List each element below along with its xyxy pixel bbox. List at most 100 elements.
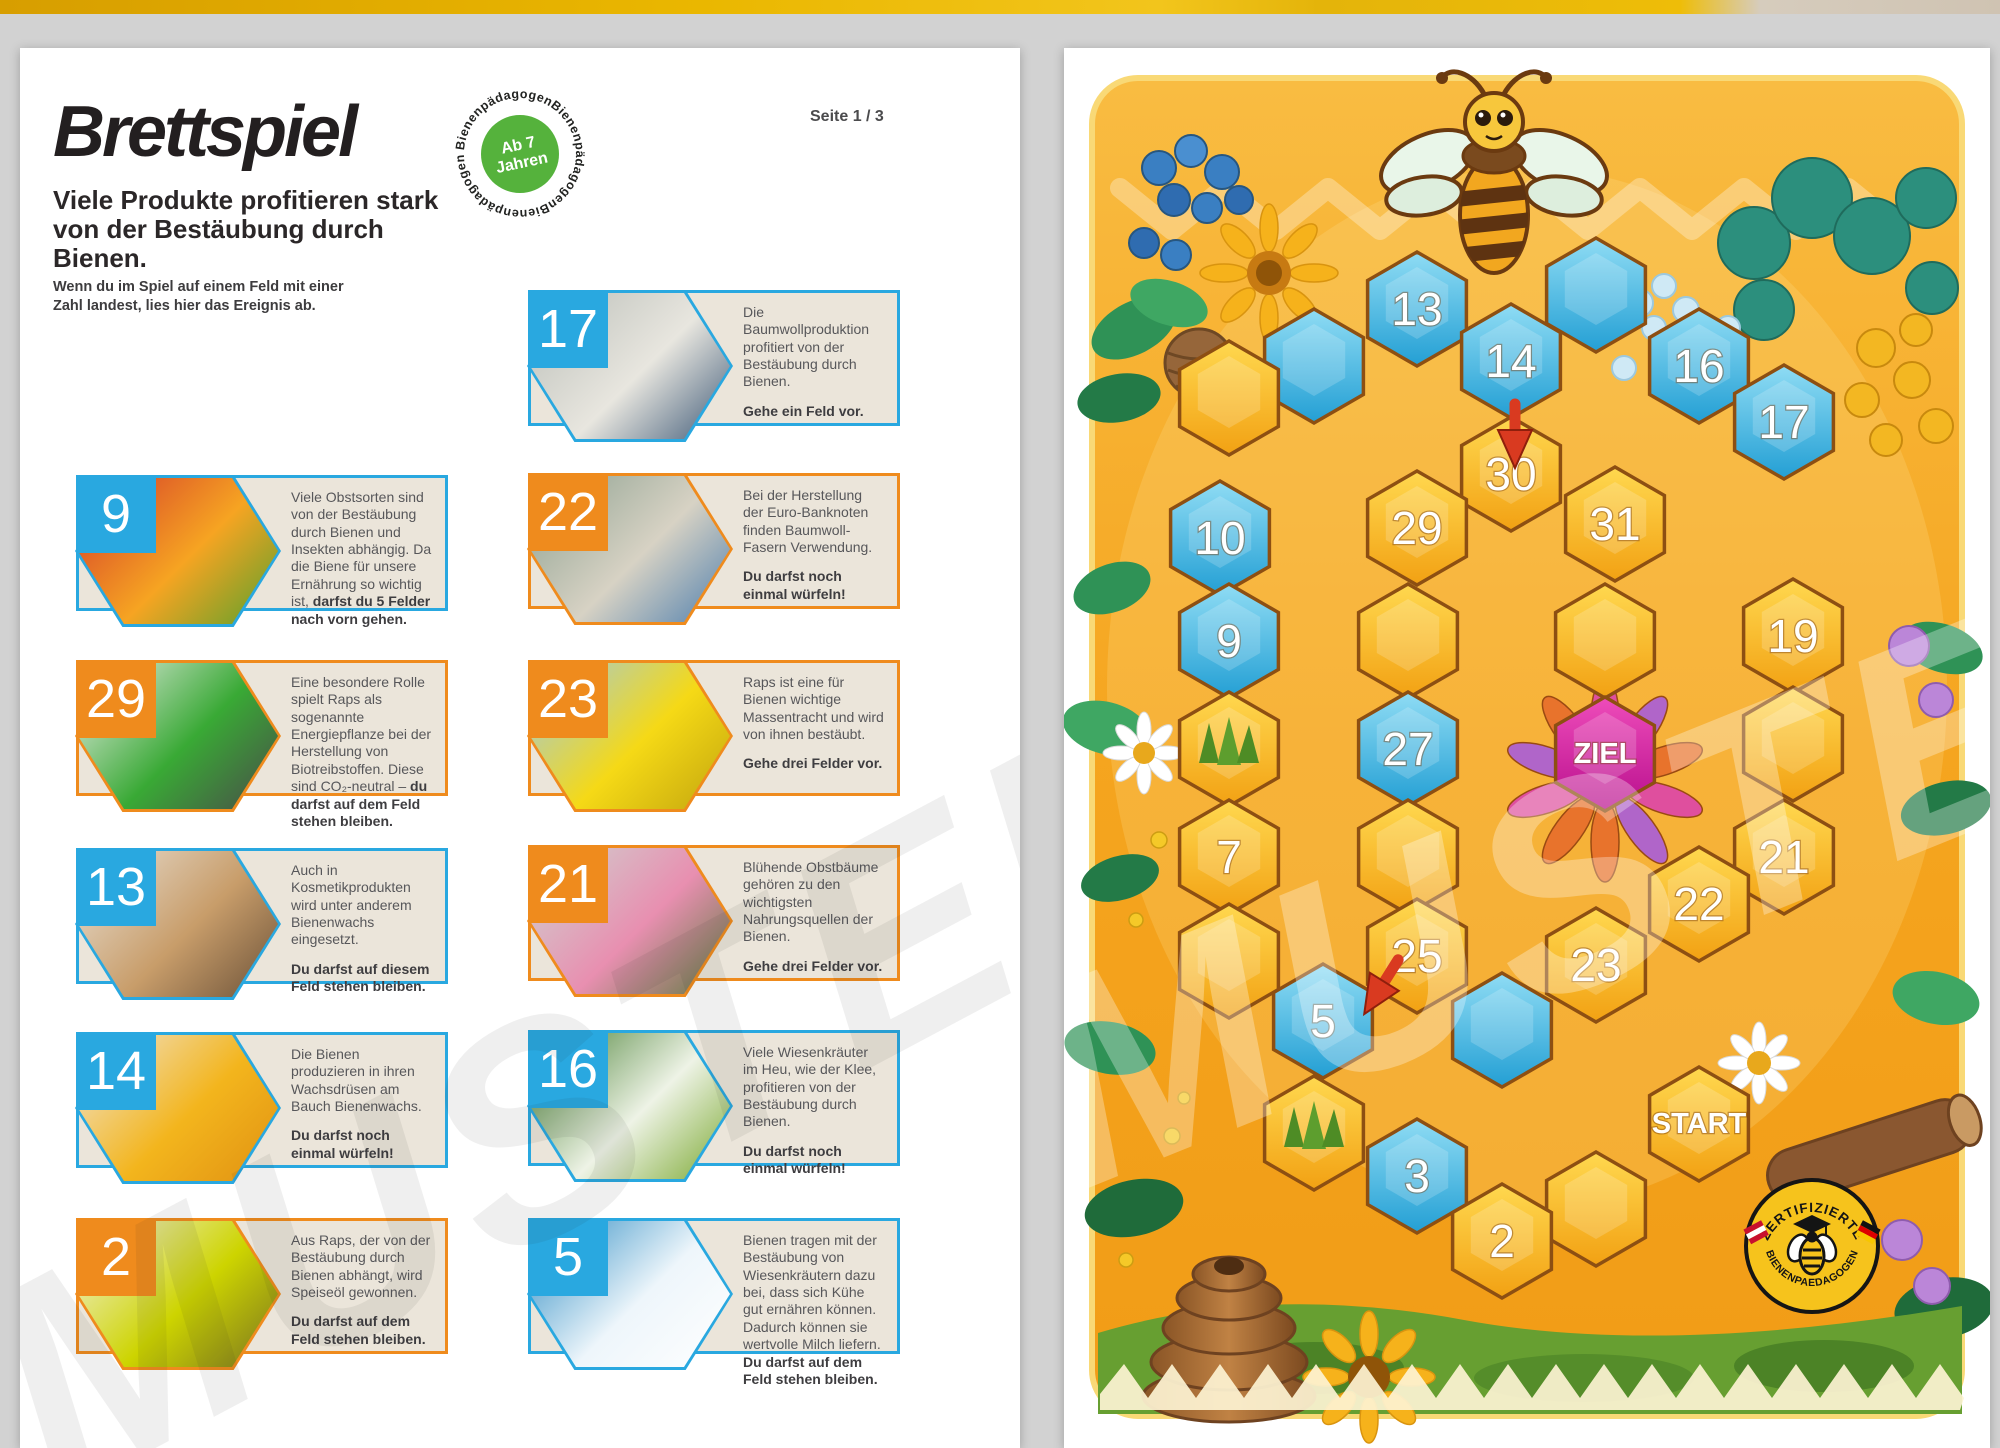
zigzag-pattern-bottom bbox=[1100, 1364, 1964, 1410]
left-document-page: Brettspiel Bienenpädagogen Bienenpädagog… bbox=[20, 48, 1020, 1448]
board-hex-7-label: 7 bbox=[1216, 831, 1242, 883]
card-text: Blühende Obstbäume gehören zu den wichti… bbox=[743, 859, 883, 974]
board-hex-3 bbox=[1365, 1116, 1469, 1236]
board-hex-5-label: 5 bbox=[1310, 995, 1336, 1047]
board-hex-19-label: 19 bbox=[1767, 610, 1818, 662]
card-text: Bienen tragen mit der Bestäubung von Wie… bbox=[743, 1232, 881, 1387]
card-number-21: 21 bbox=[528, 845, 608, 923]
board-hex-13-label: 13 bbox=[1391, 283, 1442, 335]
board-hex-j bbox=[1450, 970, 1554, 1090]
age-badge-circle bbox=[481, 115, 559, 193]
board-hex-l bbox=[1544, 1149, 1648, 1269]
board-hex-i bbox=[1177, 901, 1281, 1021]
card-text: Raps ist eine für Bienen wichtige Massen… bbox=[743, 674, 884, 772]
event-card-16: 16 Viele Wiesenkräuter im Heu, wie der Kl… bbox=[527, 1030, 900, 1182]
card-text: Bei der Herstellung der Euro-Banknoten f… bbox=[743, 487, 873, 602]
event-card-5: 5 Bienen tragen mit der Bestäubung von Wi… bbox=[527, 1218, 900, 1387]
page-subtitle: Viele Produkte profitieren stark von der… bbox=[53, 185, 439, 274]
event-card-23: 23 Raps ist eine für Bienen wichtige Mass… bbox=[527, 660, 900, 812]
board-hex-31-label: 31 bbox=[1589, 498, 1640, 550]
board-hex-23 bbox=[1544, 905, 1648, 1025]
right-document-page: 13 14 16 17 30 31 29 10 19 9 27 ZIEL 7 21 22 25 23 5 START… bbox=[1064, 48, 1990, 1448]
event-card-14: 14 Die Bienen produzieren in ihren Wachsd… bbox=[75, 1032, 448, 1184]
board-hex-start-label: START bbox=[1652, 1108, 1747, 1140]
board-hex-17 bbox=[1732, 362, 1836, 482]
austrian-flag-icon bbox=[1743, 1220, 1769, 1245]
purple-thistle-illustration bbox=[1881, 625, 1954, 1305]
rapeseed-oil-bottle-photo bbox=[75, 1218, 281, 1370]
card-text: Aus Raps, der von der Bestäubung durch B… bbox=[291, 1232, 431, 1347]
card-number-14: 14 bbox=[76, 1032, 156, 1110]
card-number-17: 17 bbox=[528, 290, 608, 368]
board-hex-b bbox=[1262, 306, 1366, 426]
event-card-22: 22 Bei der Herstellung der Euro-Banknoten… bbox=[527, 473, 900, 625]
board-hex-ziel-label: ZIEL bbox=[1574, 738, 1637, 770]
board-arrows bbox=[1362, 398, 1534, 1017]
board-hex-31 bbox=[1563, 464, 1667, 584]
certification-badge: ZERTIFIZIERTE BIENENPAEDAGOGEN bbox=[1743, 1178, 1881, 1314]
board-hex-ziel bbox=[1553, 694, 1657, 814]
card-text: Auch in Kosmetikprodukten wird unter and… bbox=[291, 862, 430, 995]
card-text: Viele Obstsorten sind von der Bestäubung… bbox=[291, 489, 432, 627]
yellow-berries-illustration bbox=[1844, 313, 1954, 457]
svg-text:Ab 7: Ab 7 bbox=[500, 134, 538, 158]
card-number-2: 2 bbox=[76, 1218, 156, 1296]
board-hex-29 bbox=[1365, 468, 1469, 588]
card-text: Eine besondere Rolle spielt Raps als sog… bbox=[291, 674, 432, 829]
red-arrow-marker-1 bbox=[1496, 398, 1534, 471]
board-hex-start bbox=[1647, 1064, 1751, 1184]
cartoon-bee-illustration bbox=[1379, 69, 1609, 275]
board-hex-c bbox=[1177, 338, 1281, 458]
bee-with-cap-emblem bbox=[1786, 1215, 1838, 1276]
event-card-13: 13 Auch in Kosmetikprodukten wird unter a… bbox=[75, 848, 448, 1000]
board-hex-27-label: 27 bbox=[1382, 723, 1433, 775]
board-hex-29-label: 29 bbox=[1391, 502, 1442, 554]
page-number: Seite 1 / 3 bbox=[810, 108, 884, 125]
window-top-gold-bar bbox=[0, 0, 2000, 14]
daisy-left-illustration bbox=[1102, 711, 1186, 795]
card-number-22: 22 bbox=[528, 473, 608, 551]
daisy-right-illustration bbox=[1717, 1021, 1801, 1105]
card-number-16: 16 bbox=[528, 1030, 608, 1108]
intro-text: Wenn du im Spiel auf einem Feld mit eine… bbox=[53, 279, 344, 314]
board-hex-21 bbox=[1732, 797, 1836, 917]
board-hex-13 bbox=[1365, 249, 1469, 369]
card-text: Viele Wiesenkräuter im Heu, wie der Klee… bbox=[743, 1044, 877, 1177]
card-number-23: 23 bbox=[528, 660, 608, 738]
blueberries-illustration bbox=[1128, 134, 1254, 271]
card-number-5: 5 bbox=[528, 1218, 608, 1296]
board-hex-17-label: 17 bbox=[1758, 396, 1809, 448]
event-card-17: 17 Die Baumwollproduktion profitiert von … bbox=[527, 290, 900, 442]
board-hex-9-label: 9 bbox=[1216, 615, 1242, 667]
event-card-21: 21 Blühende Obstbäume gehören zu den wich… bbox=[527, 845, 900, 997]
card-text: Die Baumwollproduktion profitiert von de… bbox=[743, 304, 870, 419]
board-hex-14-label: 14 bbox=[1485, 335, 1536, 387]
red-arrow-marker-2 bbox=[1362, 954, 1404, 1017]
board-hex-2-label: 2 bbox=[1489, 1215, 1515, 1267]
board-hex-30 bbox=[1459, 414, 1563, 534]
board-hex-25 bbox=[1365, 896, 1469, 1016]
event-card-9: 9 Viele Obstsorten sind von der Bestäubun… bbox=[75, 475, 448, 627]
board-hex-16 bbox=[1647, 306, 1751, 426]
board-hexes bbox=[1168, 235, 1845, 1301]
age-badge: Bienenpädagogen Bienenpädagogen Bienenpä… bbox=[453, 87, 587, 221]
sunflower-top-illustration bbox=[1199, 203, 1339, 343]
board-hex-10-label: 10 bbox=[1194, 512, 1245, 564]
board-hex-21-label: 21 bbox=[1758, 831, 1809, 883]
board-hex-22 bbox=[1647, 844, 1751, 964]
board-hex-22-label: 22 bbox=[1673, 878, 1724, 930]
event-card-29: 29 Eine besondere Rolle spielt Raps als s… bbox=[75, 660, 448, 829]
card-text: Die Bienen produzieren in ihren Wachsdrü… bbox=[291, 1046, 422, 1161]
board-hex-2 bbox=[1450, 1181, 1554, 1301]
board-hex-16-label: 16 bbox=[1673, 340, 1724, 392]
wood-log-illustration bbox=[1766, 1093, 1983, 1205]
clover-leaves-illustration bbox=[1717, 157, 1959, 341]
page-title: Brettspiel bbox=[53, 92, 358, 172]
board-hex-3-label: 3 bbox=[1404, 1150, 1430, 1202]
board-hex-30-label: 30 bbox=[1485, 448, 1536, 500]
card-number-13: 13 bbox=[76, 848, 156, 926]
card-number-29: 29 bbox=[76, 660, 156, 738]
